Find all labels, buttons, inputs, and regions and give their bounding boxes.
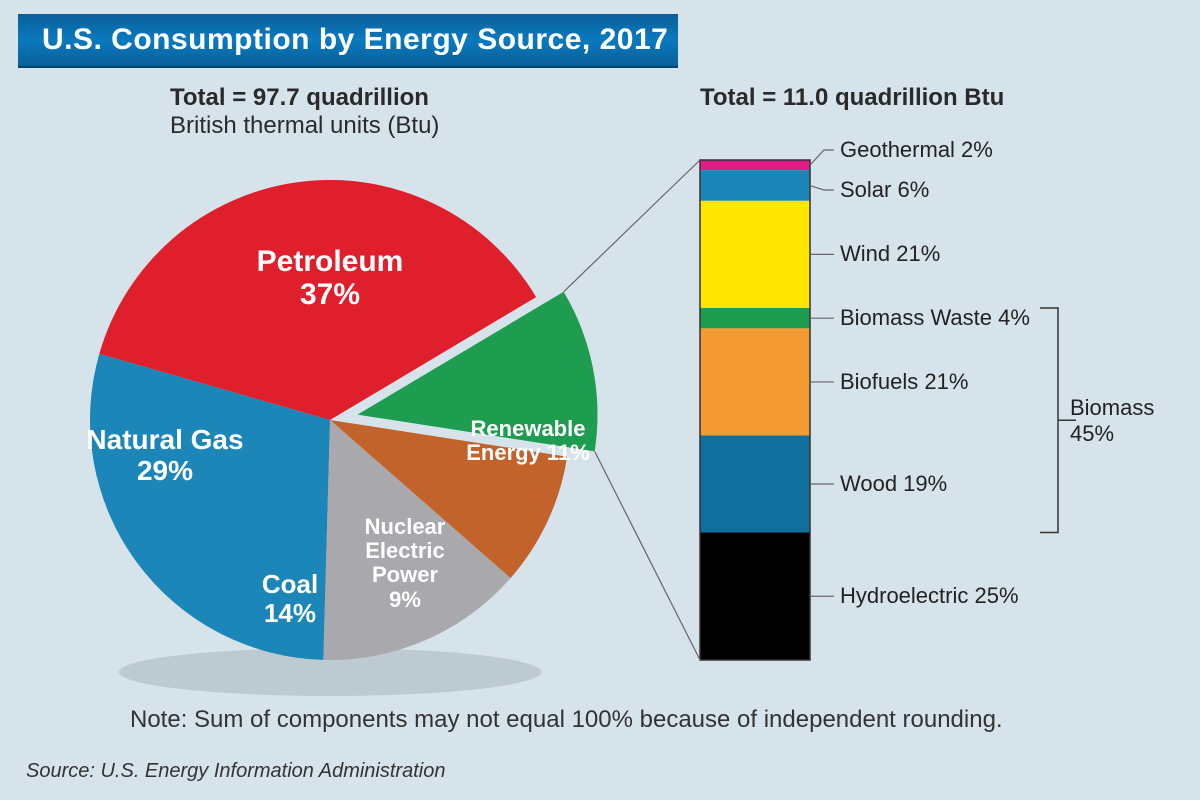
biomass-group-label: Biomass 45% (1070, 395, 1154, 448)
pie-label-petroleum: Petroleum37% (230, 245, 430, 311)
bar-label-solar: Solar 6% (840, 177, 929, 203)
pie-label-renewable-energy: RenewableEnergy 11% (428, 417, 628, 465)
bar-label-wood: Wood 19% (840, 471, 947, 497)
bar-seg-biofuels (700, 328, 810, 435)
bar-label-biofuels: Biofuels 21% (840, 369, 968, 395)
pie-label-natural-gas: Natural Gas29% (65, 425, 265, 487)
bar-seg-biomass-waste (700, 308, 810, 328)
bar-seg-hydroelectric (700, 532, 810, 660)
bar-seg-geothermal (700, 160, 810, 170)
chart-svg (0, 0, 1200, 800)
biomass-group-label2: 45% (1070, 421, 1154, 447)
pie-label-coal: Coal14% (190, 570, 390, 627)
bar-seg-wind (700, 201, 810, 308)
bar-label-hydroelectric: Hydroelectric 25% (840, 583, 1019, 609)
biomass-group-label1: Biomass (1070, 395, 1154, 421)
footnote: Note: Sum of components may not equal 10… (130, 706, 1003, 734)
source-line: Source: U.S. Energy Information Administ… (26, 760, 445, 783)
bar-seg-solar (700, 170, 810, 201)
bar-label-wind: Wind 21% (840, 241, 940, 267)
bar-label-geothermal: Geothermal 2% (840, 137, 993, 163)
bar-seg-wood (700, 436, 810, 533)
bar-label-biomass-waste: Biomass Waste 4% (840, 305, 1030, 331)
